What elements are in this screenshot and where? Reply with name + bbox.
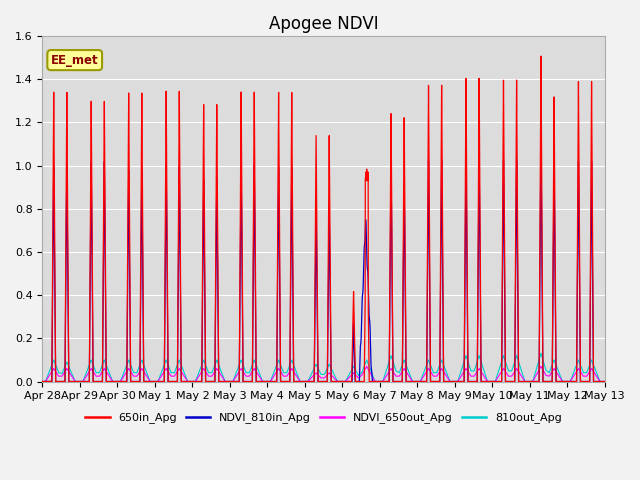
- Title: Apogee NDVI: Apogee NDVI: [269, 15, 378, 33]
- Text: EE_met: EE_met: [51, 54, 99, 67]
- Legend: 650in_Apg, NDVI_810in_Apg, NDVI_650out_Apg, 810out_Apg: 650in_Apg, NDVI_810in_Apg, NDVI_650out_A…: [81, 408, 566, 428]
